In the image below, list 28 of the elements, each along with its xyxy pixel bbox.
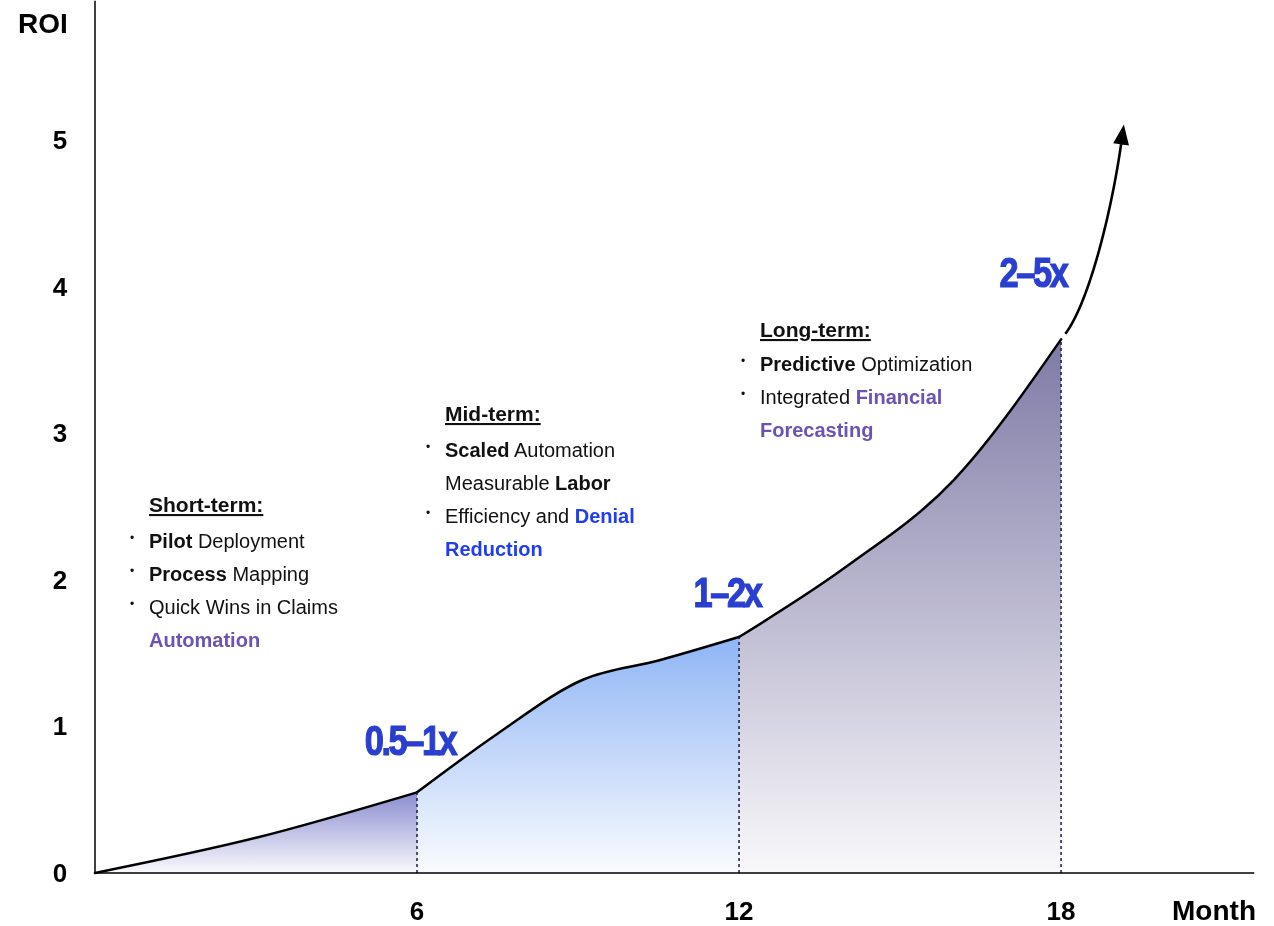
annotation: Long-term: bbox=[760, 318, 871, 341]
x-tick-label: 6 bbox=[409, 896, 425, 926]
annotation: Automation bbox=[149, 629, 261, 651]
annotation: 2–5x bbox=[999, 248, 1070, 296]
annotation: 0.5–1x bbox=[364, 716, 459, 764]
y-tick-label: 5 bbox=[52, 125, 68, 155]
annotation: Mid-term: bbox=[445, 402, 541, 425]
text: $^{•}$ Process Mapping bbox=[130, 563, 310, 585]
annotation: Reduction bbox=[445, 538, 543, 560]
text: $^{•}$ Quick Wins in Claims bbox=[130, 596, 338, 618]
y-axis-title: ROI bbox=[18, 8, 68, 39]
text: $^{•}$ Predictive Optimization bbox=[741, 353, 973, 375]
annotation: 1–2x bbox=[693, 568, 764, 616]
y-tick-label: 2 bbox=[52, 564, 68, 595]
x-tick-label: 18 bbox=[1046, 896, 1076, 926]
y-tick-label: 4 bbox=[52, 271, 68, 302]
y-tick-label: 0 bbox=[52, 858, 68, 888]
y-tick-label: 3 bbox=[52, 418, 68, 449]
x-tick-label: 12 bbox=[724, 896, 754, 926]
text: $^{•}$ Scaled Automation bbox=[426, 439, 616, 461]
x-axis-title: Month bbox=[1172, 895, 1256, 926]
text: $^{•}$ Integrated Financial bbox=[741, 386, 943, 408]
text: $^{•}$ Pilot Deployment bbox=[130, 530, 305, 552]
y-tick-label: 1 bbox=[52, 711, 68, 742]
annotation: Short-term: bbox=[149, 493, 264, 516]
annotation: Forecasting bbox=[760, 419, 874, 441]
text: $^{•}$ Efficiency and Denial bbox=[426, 505, 635, 527]
annotation: Measurable Labor bbox=[445, 472, 611, 494]
